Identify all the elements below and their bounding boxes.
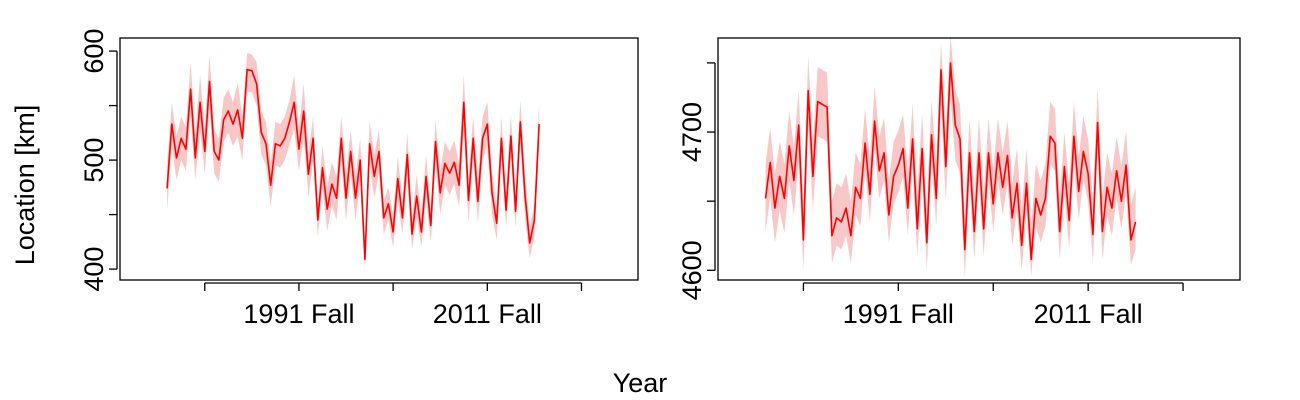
series-line [764,62,1137,261]
y-tick-label: 600 [79,29,109,74]
x-tick-label: 2011 Fall [1034,299,1143,329]
y-axis-title: Location [km] [10,105,40,266]
x-axis-title: Year [613,368,668,398]
x-tick-label: 1991 Fall [843,299,954,329]
y-tick-label: 4600 [677,240,707,300]
confidence-band [765,35,1136,278]
x-tick-label: 1991 Fall [243,299,354,329]
y-tick-label: 400 [79,247,109,292]
left-panel: 1991 Fall 2011 Fall 400 500 600 [79,29,639,329]
y-tick-label: 4700 [677,102,707,162]
plot-frame [119,37,639,281]
x-tick-label: 2011 Fall [433,299,542,329]
series-line [166,68,540,261]
confidence-band [167,53,540,270]
plot-frame [717,37,1241,281]
y-tick-label: 500 [79,138,109,183]
right-panel: 1991 Fall 2011 Fall 4600 4700 [677,35,1241,329]
